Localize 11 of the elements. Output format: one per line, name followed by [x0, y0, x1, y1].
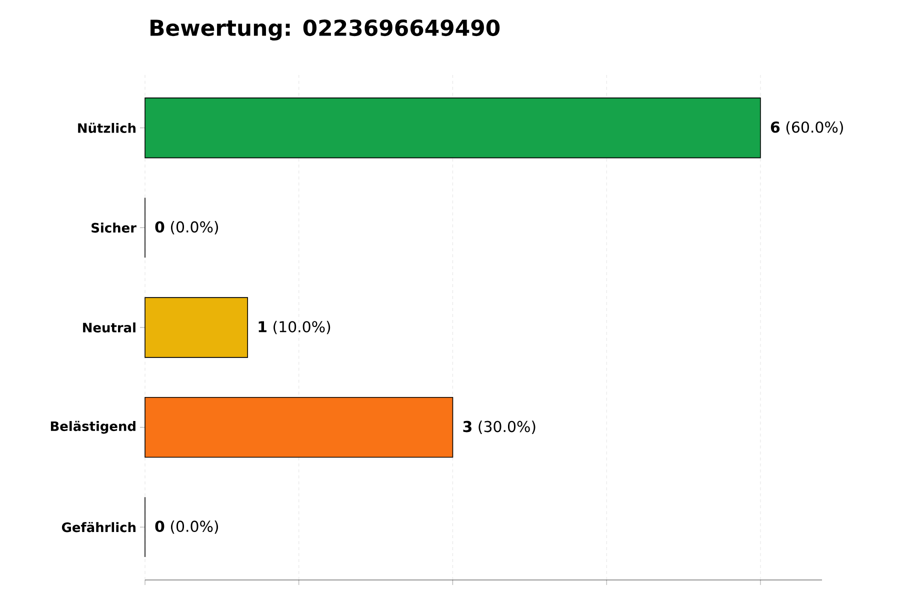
data-label: 0 (0.0%) — [155, 221, 218, 234]
data-label: 1 (10.0%) — [258, 320, 330, 334]
chart-title: Bewertung: 0223696649490 — [150, 19, 500, 40]
y-tick-label: Belästigend — [50, 420, 136, 434]
data-label: 6 (60.0%) — [770, 121, 843, 135]
y-tick-label: Nützlich — [78, 122, 136, 133]
data-label: 3 (30.0%) — [463, 420, 536, 434]
y-tick-label: Neutral — [83, 322, 136, 332]
y-tick-label: Sicher — [92, 222, 136, 233]
data-label: 0 (0.0%) — [155, 520, 218, 534]
y-tick-label: Gefährlich — [62, 522, 136, 532]
